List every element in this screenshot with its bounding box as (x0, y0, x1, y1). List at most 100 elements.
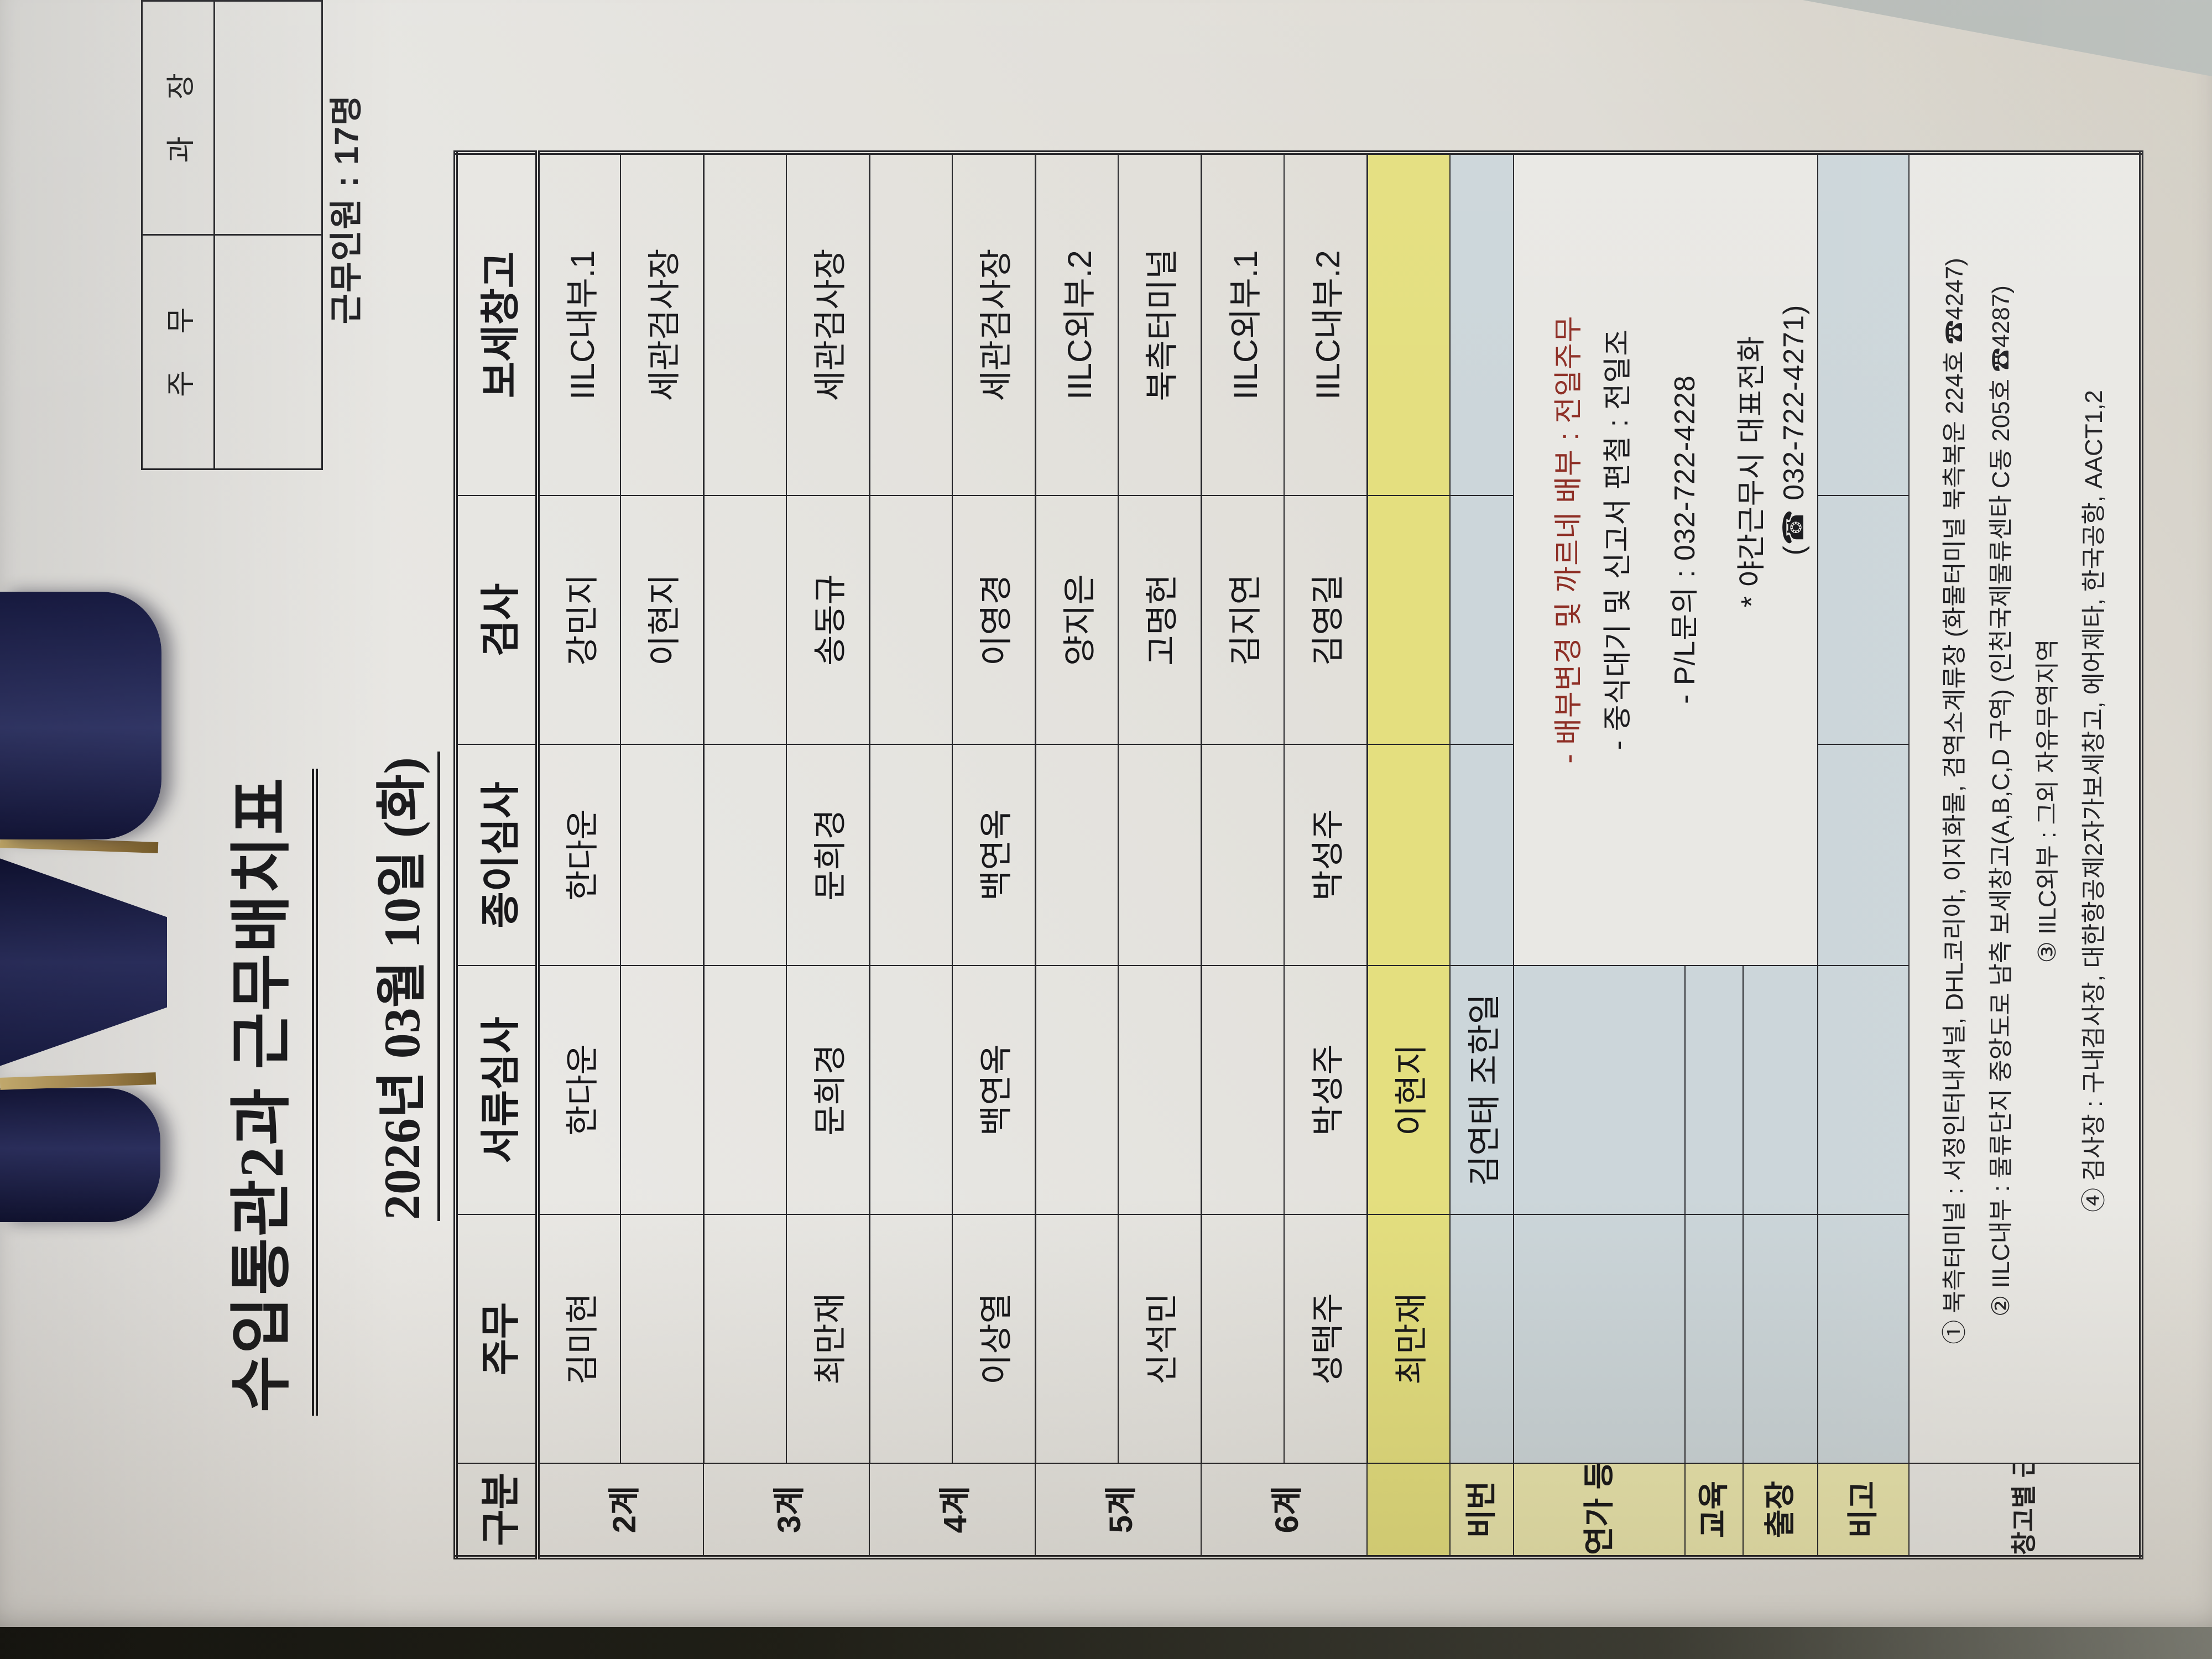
table-cell: 최만재 (1367, 1214, 1450, 1463)
table-row: 2계 김미현 한다운 한다운 강민지 IILC내부.1 (538, 153, 703, 1557)
table-cell: 문희경 (786, 744, 869, 966)
table-row: 신석민 고명헌 북측터미널 (1118, 153, 1201, 1557)
table-cell (1743, 966, 1818, 1214)
table-cell (1035, 1214, 1118, 1463)
table-cell (1818, 1214, 1909, 1463)
clip-arm-icon (0, 592, 161, 839)
header-jongi: 종이심사 (456, 744, 538, 966)
table-row: 6계 김지연 IILC외부.1 (1201, 153, 1367, 1557)
table-cell: 성택주 (1284, 1214, 1367, 1463)
row-label-chuljang: 출장 (1743, 1463, 1818, 1557)
leave-row: 연가 등 - 배부변경 및 까르네 배부 : 전일주무 - 중식대기 및 신고서… (1514, 153, 1818, 1557)
table-cell (1201, 966, 1284, 1214)
table-row: 성택주 박성주 박성주 김영길 IILC내부.2 (1284, 153, 1367, 1557)
notice-line-red: - 배부변경 및 까르네 배부 : 전일주무 (1553, 315, 1585, 764)
table-cell: 김미현 (538, 1214, 620, 1463)
schedule-table: 구분 주무 서류심사 종이심사 검사 보세창고 2계 김미현 한다운 한다운 강… (453, 150, 2143, 1559)
notice-line-phone: (☎ 032-722-4271) (1778, 304, 1810, 556)
table-cell (1685, 966, 1743, 1214)
table-cell (869, 966, 952, 1214)
header-bose: 보세창고 (456, 153, 538, 495)
table-row: 이상열 백연옥 백연옥 이영경 세관검사장 (952, 153, 1035, 1557)
approval-signature-cell (214, 235, 322, 469)
table-cell: 최만재 (786, 1214, 869, 1463)
table-cell: 강민지 (538, 495, 620, 744)
notice-line: * 야간근무시 대표전화 (1736, 335, 1768, 608)
table-cell: 김지연 (1201, 495, 1284, 744)
table-cell (1118, 744, 1201, 966)
desk-surface (0, 1627, 2212, 1659)
row-label-2gye: 2계 (538, 1463, 703, 1557)
table-cell (1514, 966, 1685, 1214)
notice-line: - 중식대기 및 신고서 편철 : 전일조 (1602, 328, 1634, 750)
table-cell (703, 744, 786, 966)
warehouse-note-2: ② IILC내부 : 물류단지 중앙도로 남측 보세창고(A,B,C,D 구역)… (1987, 285, 2015, 1317)
warehouse-note-3: ③ IILC외부 : 그외 자유무역지역 (2033, 639, 2061, 963)
table-cell (869, 495, 952, 744)
table-cell (1743, 1214, 1818, 1463)
table-row: 이현지 세관검사장 (620, 153, 703, 1557)
header-seoryu: 서류심사 (456, 966, 538, 1214)
row-label-6gye: 6계 (1201, 1463, 1367, 1557)
table-cell: 이현지 (1367, 966, 1450, 1214)
table-cell (869, 744, 952, 966)
table-cell: 세관검사장 (786, 153, 869, 495)
off-duty-names: 김연태 조한일 (1450, 966, 1514, 1214)
table-cell: 양지은 (1035, 495, 1118, 744)
table-cell (703, 153, 786, 495)
table-cell: 고명헌 (1118, 495, 1201, 744)
table-cell: 백연옥 (952, 966, 1035, 1214)
table-cell (1367, 744, 1450, 966)
notice-line: - P/L문의 : 032-722-4228 (1669, 375, 1701, 704)
table-cell (1450, 495, 1514, 744)
row-label-bibeon: 비번 (1450, 1463, 1514, 1557)
approval-label-gwajang: 과 장 (142, 1, 215, 235)
table-cell: IILC외부.1 (1201, 153, 1284, 495)
table-cell: 송동규 (786, 495, 869, 744)
table-cell: 신석민 (1118, 1214, 1201, 1463)
page-title: 수입통관2과 근무배치표 (211, 768, 318, 1416)
table-cell (1450, 153, 1514, 495)
table-cell (703, 966, 786, 1214)
highlight-row: 최만재 이현지 (1367, 153, 1450, 1557)
staff-count: 근무인원 : 17명 (328, 94, 365, 325)
row-label-4gye: 4계 (869, 1463, 1035, 1557)
table-cell (1818, 966, 1909, 1214)
header-geomsa: 검사 (456, 495, 538, 744)
table-cell (1035, 744, 1118, 966)
header-row: 구분 주무 서류심사 종이심사 검사 보세창고 (456, 153, 538, 1557)
approval-label-jumu: 주 무 (142, 235, 215, 469)
table-cell (1818, 744, 1909, 966)
row-label-5gye: 5계 (1035, 1463, 1201, 1557)
binder-clip (0, 592, 171, 1222)
table-cell: IILC내부.2 (1284, 153, 1367, 495)
warehouse-section-row: 창고별 근무위치 ① 북측터미널 : 서정인터내셔널, DHL코리아, 이지화물… (1909, 153, 2141, 1557)
table-cell (1514, 1214, 1685, 1463)
row-label-3gye: 3계 (703, 1463, 869, 1557)
table-cell (620, 966, 703, 1214)
warehouse-note-4: ④ 검사장 : 구내검사장, 대한항공제2자가보세창고, 에어제타, 한국공항,… (2080, 390, 2107, 1212)
table-cell: 김영길 (1284, 495, 1367, 744)
table-row: 5계 양지은 IILC외부.2 (1035, 153, 1201, 1557)
approval-signature-cell (214, 1, 322, 235)
clip-body-icon (0, 849, 167, 1075)
row-label-yeonga: 연가 등 (1514, 1463, 1685, 1557)
clip-arm-icon (0, 1088, 160, 1222)
header-gubun: 구분 (456, 1463, 538, 1557)
table-cell (1201, 744, 1284, 966)
table-cell (703, 495, 786, 744)
table-cell (703, 1214, 786, 1463)
table-cell (1367, 495, 1450, 744)
table-cell (1367, 153, 1450, 495)
table-cell: 한다운 (538, 744, 620, 966)
table-row: 4계 (869, 153, 1035, 1557)
table-cell (1818, 495, 1909, 744)
row-label-changgobyeol: 창고별 근무위치 (1909, 1463, 2141, 1557)
table-cell: 한다운 (538, 966, 620, 1214)
table-cell (1450, 744, 1514, 966)
header-jumu: 주무 (456, 1214, 538, 1463)
remark-row: 비고 (1818, 153, 1909, 1557)
paper-gold-edge (0, 1072, 156, 1090)
